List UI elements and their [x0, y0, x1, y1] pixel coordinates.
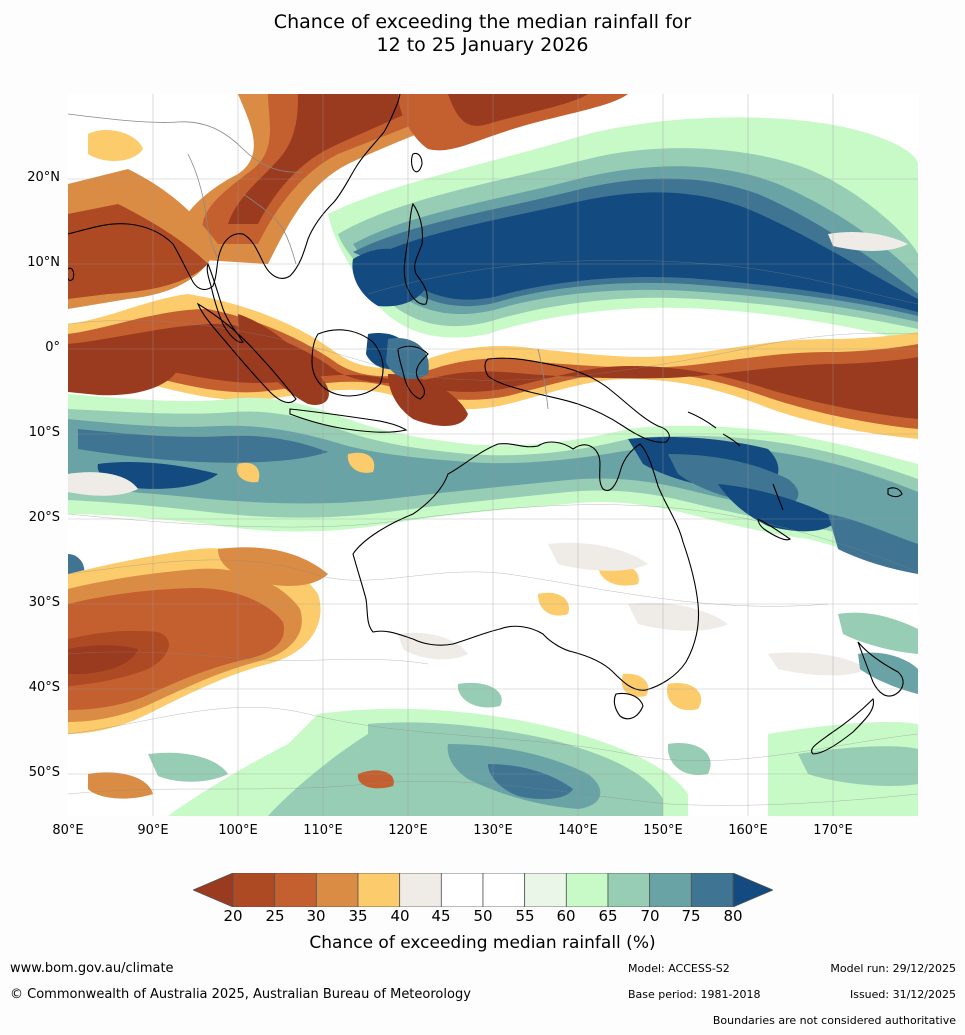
lat-label-20s: 20°S: [28, 510, 60, 525]
sulawesi-coastline: [397, 345, 429, 400]
new-caledonia-coastline: [757, 518, 791, 541]
taiwan-coastline: [410, 152, 423, 173]
lon-label-120e: 120°E: [388, 823, 428, 838]
legend-tick: 25: [265, 907, 285, 925]
asia-mainland-coastline: [68, 94, 401, 291]
lon-label-100e: 100°E: [218, 823, 258, 838]
legend-swatch: [649, 873, 692, 907]
legend-title: Chance of exceeding median rainfall (%): [309, 933, 656, 953]
title-line-2: 12 to 25 January 2026: [376, 34, 589, 56]
sri-lanka-coastline: [68, 267, 75, 282]
new-guinea-coastline: [484, 357, 670, 443]
new-zealand-south-coastline: [811, 697, 875, 755]
new-zealand-north-coastline: [857, 641, 904, 697]
legend-swatch: [482, 873, 526, 907]
lon-label-90e: 90°E: [137, 823, 169, 838]
legend-tick: 60: [556, 907, 576, 925]
lat-label-0: 0°: [45, 340, 60, 355]
model-text: Model: ACCESS-S2: [628, 962, 730, 975]
legend-extend-high: [732, 873, 773, 907]
graticule: [68, 94, 918, 816]
wet-region-pacific: [328, 117, 918, 344]
tasmania-coastline: [613, 692, 644, 720]
sumatra-coastline: [196, 302, 297, 404]
legend-swatch: [232, 873, 276, 907]
legend-tick: 55: [515, 907, 535, 925]
title-line-1: Chance of exceeding the median rainfall …: [273, 11, 692, 33]
lon-label-110e: 110°E: [303, 823, 343, 838]
map-title: Chance of exceeding the median rainfall …: [0, 11, 965, 57]
dry-region-southwest: [68, 547, 328, 734]
lat-label-50s: 50°S: [28, 765, 60, 780]
java-coastline: [289, 408, 408, 433]
legend-tick: 20: [223, 907, 243, 925]
legend-colorbar: [193, 873, 773, 907]
model-run-text: Model run: 29/12/2025: [830, 962, 956, 975]
legend-swatch: [399, 873, 442, 907]
legend-tick: 70: [640, 907, 660, 925]
lat-label-40s: 40°S: [28, 680, 60, 695]
legend-tick: 50: [473, 907, 493, 925]
copyright-text: © Commonwealth of Australia 2025, Austra…: [10, 987, 471, 1002]
legend-tick: 40: [390, 907, 410, 925]
lon-label-130e: 130°E: [473, 823, 513, 838]
legend-tick: 30: [306, 907, 326, 925]
lon-label-80e: 80°E: [52, 823, 84, 838]
website-text: www.bom.gov.au/climate: [10, 961, 174, 976]
base-period-text: Base period: 1981-2018: [628, 988, 761, 1001]
lat-label-20n: 20°N: [27, 170, 60, 185]
australia-coastline: [352, 441, 700, 691]
lon-label-170e: 170°E: [813, 823, 853, 838]
fiji-coastline: [887, 487, 903, 498]
lon-label-160e: 160°E: [728, 823, 768, 838]
disclaimer-text: Boundaries are not considered authoritat…: [712, 1014, 956, 1027]
legend-swatch: [607, 873, 651, 907]
lat-label-30s: 30°S: [28, 595, 60, 610]
legend-swatch: [690, 873, 734, 907]
country-boundaries: [68, 113, 549, 410]
legend-tick: 45: [431, 907, 451, 925]
vanuatu-coastline: [772, 483, 784, 511]
legend-extend-low: [193, 873, 234, 907]
legend-swatch: [440, 873, 484, 907]
borneo-coastline: [311, 329, 384, 397]
legend-tick: 75: [681, 907, 701, 925]
legend-swatch: [274, 873, 317, 907]
legend-swatch: [524, 873, 567, 907]
legend-swatch: [565, 873, 609, 907]
rainfall-map-canvas: [68, 94, 918, 816]
lon-label-150e: 150°E: [643, 823, 683, 838]
rainfall-map: [68, 94, 918, 816]
issued-text: Issued: 31/12/2025: [849, 988, 956, 1001]
wet-region-southern-ocean: [148, 708, 918, 816]
legend-tick: 65: [598, 907, 618, 925]
legend-swatch: [357, 873, 401, 907]
lat-label-10n: 10°N: [27, 255, 60, 270]
contour-lines: [68, 260, 918, 806]
lat-label-10s: 10°S: [28, 425, 60, 440]
malay-peninsula-coastline: [206, 262, 244, 343]
lon-label-140e: 140°E: [558, 823, 598, 838]
legend-swatch: [315, 873, 359, 907]
legend-tick: 35: [348, 907, 368, 925]
solomon-islands-coastline: [687, 411, 741, 447]
coastlines: [68, 94, 904, 755]
legend-tick: 80: [723, 907, 743, 925]
scattered-patches: [68, 232, 918, 799]
